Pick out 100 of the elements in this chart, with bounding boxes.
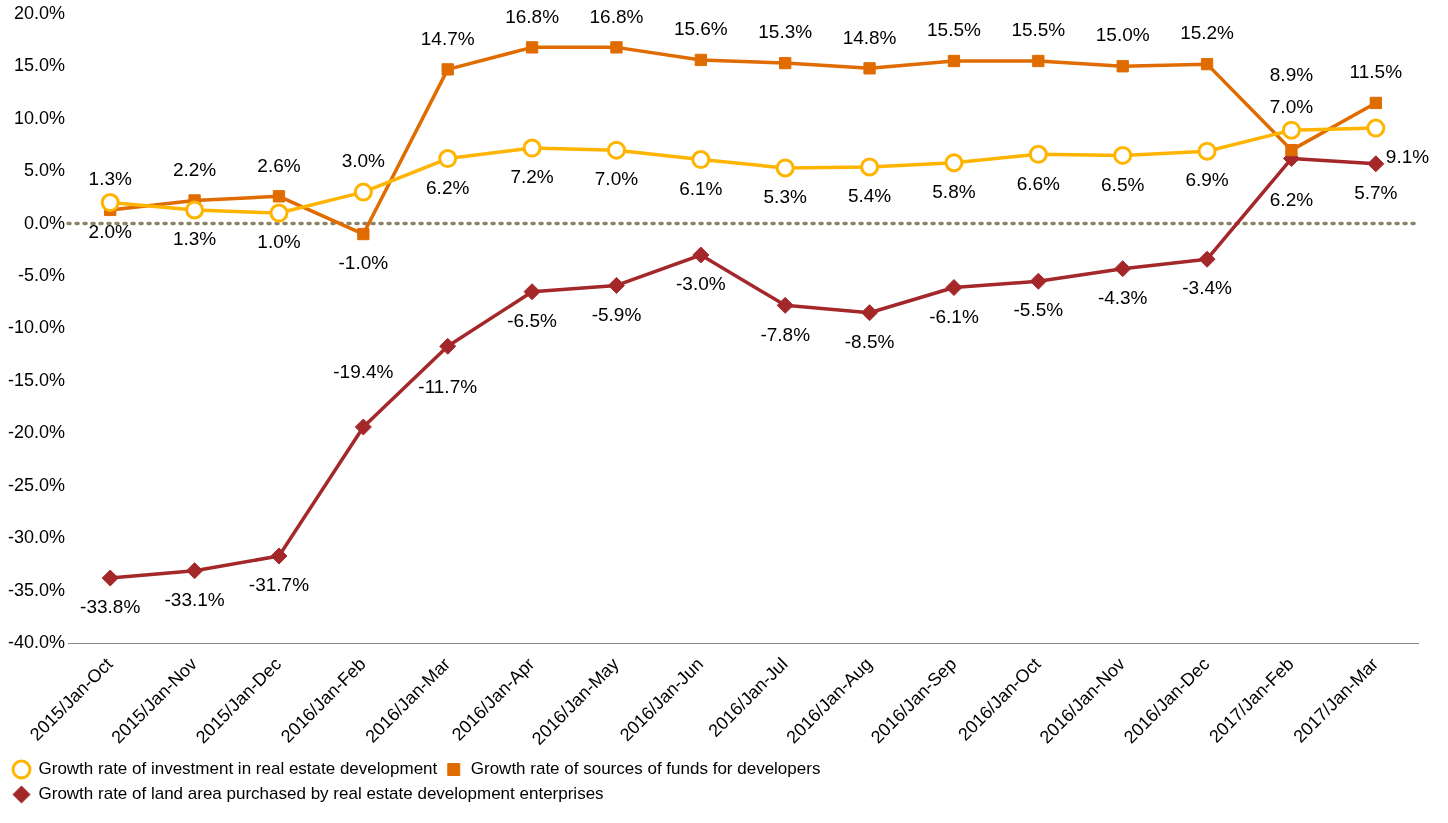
point	[272, 190, 286, 203]
data-label: -19.4%	[333, 361, 394, 383]
point	[525, 41, 539, 54]
point	[439, 337, 457, 355]
y-tick-label: 0.0%	[24, 212, 66, 233]
data-label: 7.0%	[1269, 96, 1314, 118]
y-tick-label: -30.0%	[7, 527, 66, 548]
y-tick-label: 20.0%	[13, 2, 66, 23]
data-label: 6.2%	[426, 176, 470, 198]
point	[1028, 144, 1048, 164]
data-label: -6.1%	[929, 305, 979, 327]
data-label: 6.9%	[1185, 169, 1229, 191]
point	[692, 246, 710, 264]
data-label: 6.5%	[1101, 173, 1145, 195]
y-tick-label: -5.0%	[18, 264, 66, 285]
data-label: 15.5%	[1011, 19, 1066, 41]
point	[947, 54, 961, 68]
data-label: 5.3%	[763, 186, 807, 208]
point	[353, 182, 373, 202]
data-label: 2.6%	[257, 154, 301, 176]
y-tick-label: -25.0%	[7, 474, 66, 495]
data-label: -33.1%	[164, 588, 225, 610]
data-label: -31.7%	[248, 574, 310, 596]
legend-label: Growth rate of sources of funds for developers	[470, 759, 821, 779]
data-label: 1.3%	[88, 168, 132, 190]
point	[186, 562, 204, 580]
point	[101, 569, 119, 587]
data-label: 16.8%	[589, 5, 644, 27]
data-label: 11.5%	[1349, 61, 1403, 83]
data-label: 6.2%	[1269, 188, 1314, 210]
point	[861, 304, 879, 322]
point	[860, 157, 880, 177]
data-label: -5.5%	[1013, 299, 1064, 321]
point	[1113, 145, 1133, 165]
point	[185, 200, 205, 220]
y-tick-label: -10.0%	[7, 317, 66, 338]
data-label: 16.8%	[505, 5, 560, 27]
point	[606, 140, 626, 160]
point	[1369, 96, 1382, 110]
point	[1114, 260, 1132, 278]
point	[1116, 60, 1129, 73]
y-tick-label: 10.0%	[13, 107, 66, 128]
point	[522, 138, 542, 158]
data-label: 15.2%	[1180, 22, 1235, 44]
point	[1285, 143, 1298, 157]
data-label: 14.7%	[420, 27, 475, 49]
point	[1367, 155, 1385, 173]
data-label: -3.0%	[676, 273, 726, 295]
data-label: -11.7%	[418, 376, 478, 398]
data-label: 6.6%	[1016, 172, 1061, 194]
data-label: 3.0%	[341, 150, 386, 172]
y-tick-label: -35.0%	[7, 579, 66, 600]
point	[694, 53, 707, 67]
point	[100, 193, 120, 213]
data-label: -3.4%	[1182, 277, 1232, 299]
point	[944, 153, 964, 173]
point	[779, 56, 792, 70]
y-tick-label: -20.0%	[7, 422, 66, 443]
y-tick-label: 15.0%	[13, 55, 66, 76]
data-label: 15.0%	[1095, 24, 1150, 46]
data-label: -4.3%	[1097, 286, 1148, 308]
data-label: 2.2%	[172, 158, 217, 180]
point	[438, 149, 458, 169]
legend-label: Growth rate of land area purchased by real estate development enterprises	[38, 784, 604, 804]
data-label: -1.0%	[338, 252, 389, 274]
point	[1200, 57, 1214, 71]
data-label: 7.2%	[510, 166, 554, 188]
point	[269, 203, 289, 223]
y-tick-label: 5.0%	[24, 160, 66, 181]
y-tick-label: -40.0%	[7, 632, 66, 653]
point	[441, 63, 454, 76]
data-label: 15.6%	[673, 18, 728, 40]
point	[607, 276, 625, 294]
data-label: 14.8%	[842, 26, 897, 48]
data-label: 1.0%	[257, 231, 301, 253]
point	[270, 547, 288, 565]
data-label: -6.5%	[507, 309, 557, 331]
data-label: -8.5%	[844, 330, 895, 352]
data-label: 8.9%	[1269, 64, 1314, 86]
data-label: 9.1%	[1385, 146, 1430, 168]
point	[1366, 118, 1386, 138]
point	[354, 418, 372, 436]
data-label: -7.8%	[760, 323, 811, 345]
data-label: 7.0%	[594, 168, 639, 190]
data-label: 15.5%	[927, 19, 981, 41]
data-label: 5.7%	[1354, 182, 1398, 204]
point	[523, 283, 541, 301]
point	[863, 62, 876, 75]
data-label: -5.9%	[591, 303, 642, 325]
data-label: -33.8%	[80, 596, 141, 618]
point	[776, 296, 794, 314]
point	[1198, 250, 1216, 268]
point	[1032, 54, 1045, 68]
point	[1029, 272, 1047, 290]
data-label: 5.8%	[932, 180, 976, 202]
data-label: 2.0%	[88, 220, 132, 242]
point	[1197, 141, 1217, 161]
y-tick-label: -15.0%	[7, 369, 66, 390]
legend-label: Growth rate of investment in real estate development	[38, 759, 438, 779]
point	[691, 150, 711, 170]
